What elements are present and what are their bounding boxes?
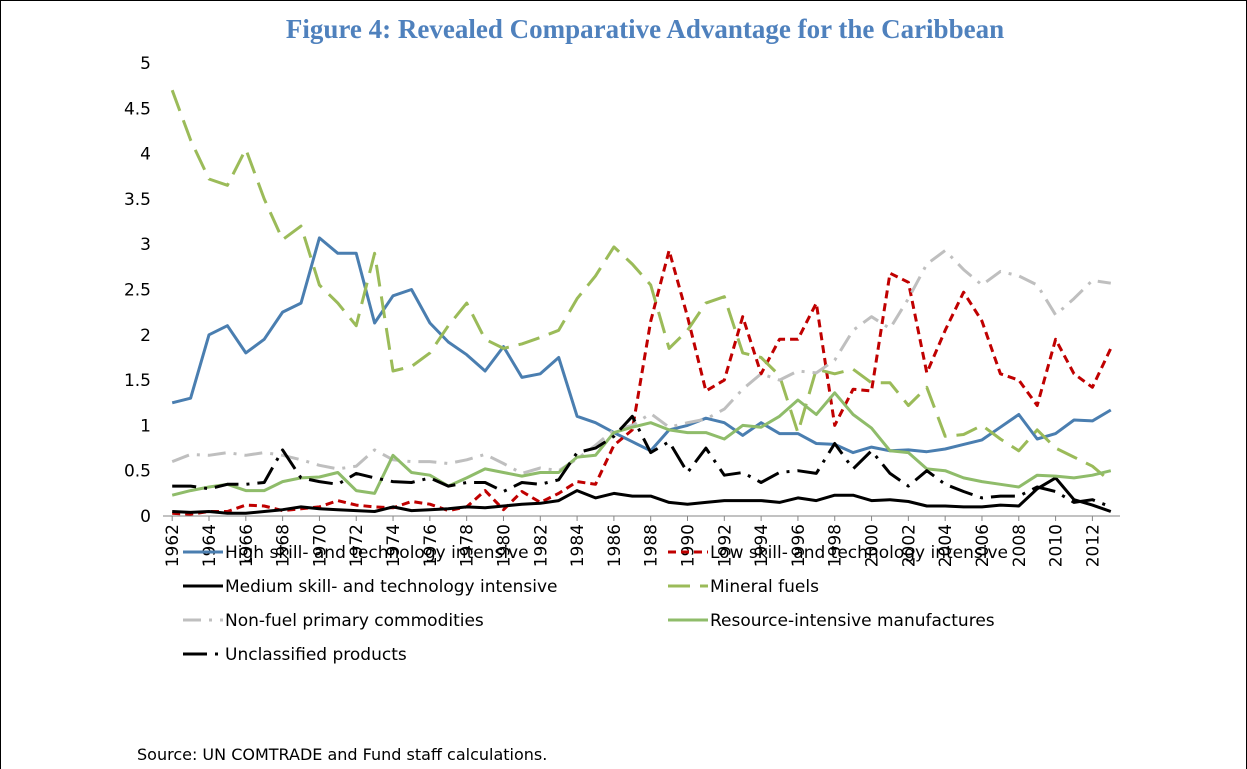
- series-line: [172, 414, 1112, 509]
- legend-label: Medium skill- and technology intensive: [225, 577, 557, 597]
- y-tick-label: 5: [140, 54, 151, 74]
- x-tick-label: 1998: [826, 524, 846, 567]
- y-tick-label: 2.5: [124, 281, 151, 301]
- series-line: [172, 249, 1113, 516]
- x-tick-label: 1970: [310, 524, 330, 567]
- x-tick-label: 2012: [1083, 524, 1103, 567]
- y-tick-label: 2: [140, 326, 151, 346]
- x-tick-label: 1982: [531, 524, 551, 567]
- x-tick-label: 1994: [752, 524, 772, 567]
- x-tick-label: 1974: [384, 524, 404, 567]
- x-tick-label: 2010: [1047, 524, 1067, 567]
- x-tick-label: 2000: [863, 524, 883, 567]
- y-tick-label: 1: [140, 416, 151, 436]
- legend-label: Low skill- and technology intensive: [710, 543, 1008, 563]
- x-tick-label: 1988: [642, 524, 662, 567]
- series-line: [171, 391, 1112, 497]
- y-tick-label: 1.5: [124, 371, 151, 391]
- legend-label: High skill- and technology intensive: [225, 543, 529, 563]
- x-tick-label: 1992: [715, 524, 735, 567]
- y-tick-label: 3: [140, 235, 151, 255]
- x-tick-label: 2004: [936, 524, 956, 567]
- series-line: [172, 476, 1112, 515]
- x-tick-label: 1962: [163, 524, 183, 567]
- x-tick-label: 1976: [421, 524, 441, 567]
- x-tick-label: 1990: [679, 524, 699, 567]
- x-tick-label: 1984: [568, 524, 588, 567]
- x-tick-label: 2008: [1010, 524, 1030, 567]
- legend-label: Mineral fuels: [710, 577, 819, 597]
- y-tick-label: 4.5: [124, 99, 151, 119]
- legend-label: Unclassified products: [225, 645, 407, 665]
- x-tick-label: 1968: [274, 524, 294, 567]
- y-tick-label: 4: [140, 145, 151, 165]
- series-line: [171, 249, 1112, 475]
- y-tick-label: 0.5: [124, 462, 151, 482]
- x-tick-label: 2002: [899, 524, 919, 567]
- chart-title: Figure 4: Revealed Comparative Advantage…: [286, 14, 1004, 44]
- x-tick-label: 2006: [973, 524, 993, 567]
- x-tick-label: 1980: [494, 524, 514, 567]
- x-tick-label: 1978: [458, 524, 478, 567]
- x-tick-label: 1964: [200, 524, 220, 567]
- x-tick-label: 1986: [605, 524, 625, 567]
- x-tick-label: 1972: [347, 524, 367, 567]
- series-line: [170, 89, 1112, 483]
- x-tick-label: 1996: [789, 524, 809, 567]
- x-tick-label: 1966: [237, 524, 257, 567]
- legend-label: Non-fuel primary commodities: [225, 611, 484, 631]
- y-tick-label: 0: [140, 507, 151, 527]
- series-line: [171, 236, 1112, 455]
- source-note: Source: UN COMTRADE and Fund staff calcu…: [137, 745, 547, 764]
- y-tick-label: 3.5: [124, 190, 151, 210]
- legend-label: Resource-intensive manufactures: [710, 611, 995, 631]
